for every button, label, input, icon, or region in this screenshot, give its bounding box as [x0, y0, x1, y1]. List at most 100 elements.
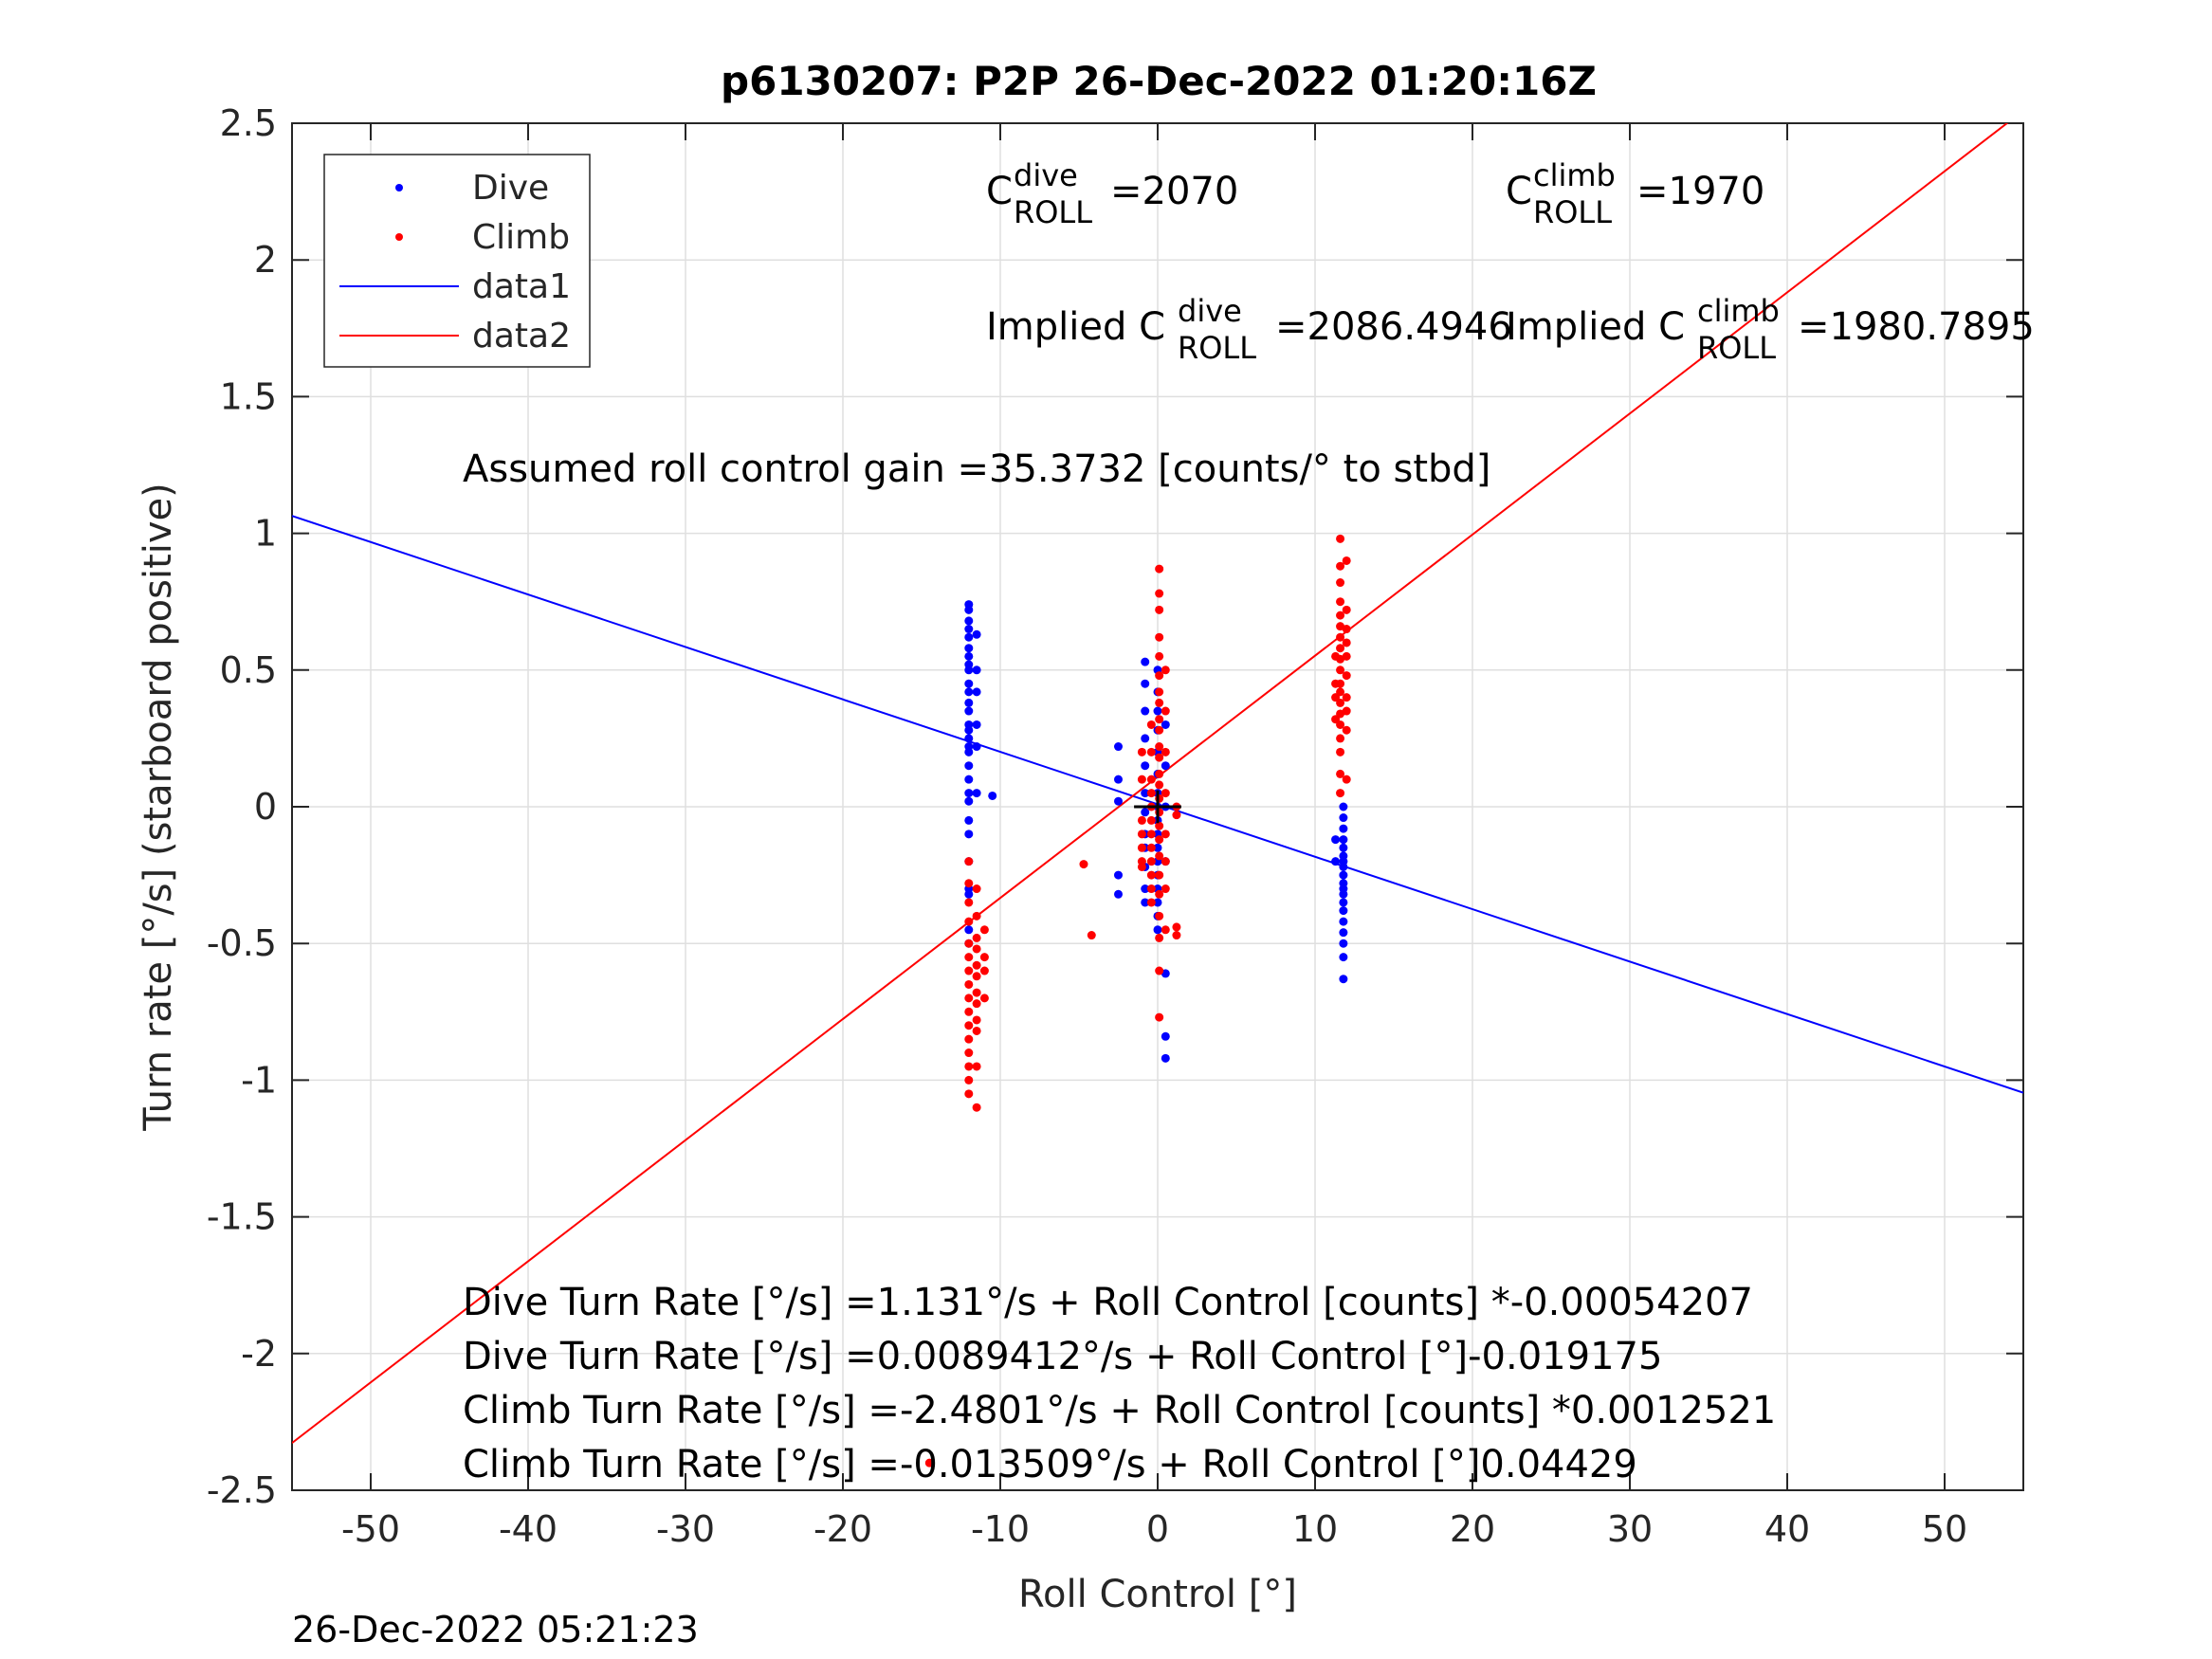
climb-point [964, 1007, 974, 1016]
x-tick-label: -50 [341, 1508, 400, 1550]
dive-point [964, 747, 974, 757]
dive-point [1114, 870, 1123, 880]
dive-point [1339, 889, 1348, 899]
climb-point [972, 1015, 981, 1025]
climb-point [1342, 671, 1351, 681]
climb-point [979, 925, 989, 935]
y-tick-label: -1.5 [207, 1196, 277, 1238]
dive-point [972, 629, 981, 639]
climb-point [1155, 742, 1164, 752]
dive-point [1331, 835, 1341, 845]
climb-point [972, 960, 981, 970]
implied-dive-annotation: Implied C dive ROLL =2086.4946 [986, 293, 1512, 366]
dive-point [964, 644, 974, 653]
climb-point [1172, 931, 1181, 940]
climb-point [964, 917, 974, 926]
y-tick-label: 1 [254, 513, 277, 555]
climb-point [1155, 933, 1164, 942]
dive-point [1339, 975, 1348, 984]
climb-point [1336, 769, 1345, 778]
dive-point [1339, 813, 1348, 823]
x-tick-label: 30 [1607, 1508, 1653, 1550]
climb-point [1342, 651, 1351, 661]
legend-box [323, 154, 591, 368]
climb-point [1161, 857, 1170, 866]
dive-point [972, 687, 981, 697]
dive-point [1339, 917, 1348, 926]
climb-point [1155, 821, 1164, 830]
climb-point [1137, 830, 1146, 839]
dive-point [964, 632, 974, 642]
dive-point [1114, 889, 1123, 899]
climb-point [1161, 789, 1170, 798]
climb-point [1336, 632, 1345, 642]
climb-point [1336, 644, 1345, 653]
dive-point [1339, 862, 1348, 871]
climb-degrees-equation: Climb Turn Rate [°/s] =-0.013509°/s + Ro… [463, 1443, 1637, 1486]
climb-point [1079, 860, 1088, 869]
dive-point [1331, 857, 1341, 866]
legend-dive-marker [395, 184, 403, 191]
climb-point [1155, 835, 1164, 845]
dive-point [988, 791, 997, 800]
climb-point [1161, 925, 1170, 935]
dive-point [1141, 884, 1150, 894]
scatter-points [924, 534, 1351, 1468]
climb-point [1155, 725, 1164, 735]
climb-point [1155, 851, 1164, 861]
dive-point [972, 665, 981, 675]
dive-point [1339, 906, 1348, 916]
c-dive-label: C [986, 170, 1013, 213]
climb-point [972, 1062, 981, 1071]
climb-point [1342, 693, 1351, 702]
dive-point [972, 742, 981, 752]
y-axis-label: Turn rate [°/s] (starboard positive) [137, 483, 180, 1132]
dive-point [964, 665, 974, 675]
climb-point [964, 939, 974, 948]
climb-point [1336, 734, 1345, 743]
dive-point [964, 889, 974, 899]
axis-ticks: -50 -40 -30 -20 -10 0 10 20 30 40 50-2.5-2-1.5-1-0… [207, 102, 2023, 1550]
dive-degrees-equation: Dive Turn Rate [°/s] =0.0089412°/s + Rol… [463, 1335, 1662, 1378]
climb-point [1155, 671, 1164, 681]
climb-point [1155, 769, 1164, 778]
x-tick-label: 20 [1450, 1508, 1495, 1550]
y-tick-label: -2 [241, 1333, 277, 1375]
climb-point [1172, 811, 1181, 820]
climb-point [1146, 857, 1156, 866]
climb-point [972, 999, 981, 1009]
dive-point [964, 679, 974, 688]
dive-point [1161, 1031, 1170, 1041]
climb-point [1161, 706, 1170, 716]
climb-point [1155, 605, 1164, 614]
climb-point [924, 1458, 934, 1468]
c-dive-sub: ROLL [1014, 194, 1092, 230]
x-tick-label: -40 [499, 1508, 558, 1550]
climb-point [1342, 775, 1351, 784]
climb-point [1336, 679, 1345, 688]
dive-point [964, 706, 974, 716]
climb-point [1342, 625, 1351, 634]
dive-point [1153, 925, 1162, 935]
dive-point [1141, 789, 1150, 798]
dive-point [964, 925, 974, 935]
climb-point [1342, 556, 1351, 565]
roll-gain-annotation: Assumed roll control gain =35.3732 [coun… [463, 447, 1490, 491]
dive-point [1141, 734, 1150, 743]
climb-point [1137, 747, 1146, 757]
x-axis-label: Roll Control [°] [1018, 1573, 1297, 1616]
legend-climb-marker [395, 233, 403, 241]
climb-point [979, 953, 989, 962]
c-dive-value: =2070 [1110, 170, 1238, 213]
climb-point [1146, 898, 1156, 907]
climb-point [1146, 789, 1156, 798]
dive-point [964, 761, 974, 771]
climb-point [1137, 775, 1146, 784]
implied-climb-value: =1980.7895 [1798, 305, 2035, 349]
dive-point [1141, 679, 1150, 688]
dive-point [1161, 761, 1170, 771]
climb-point [972, 933, 981, 942]
dive-point [1153, 706, 1162, 716]
climb-point [1336, 665, 1345, 675]
y-tick-label: 2 [254, 239, 277, 281]
